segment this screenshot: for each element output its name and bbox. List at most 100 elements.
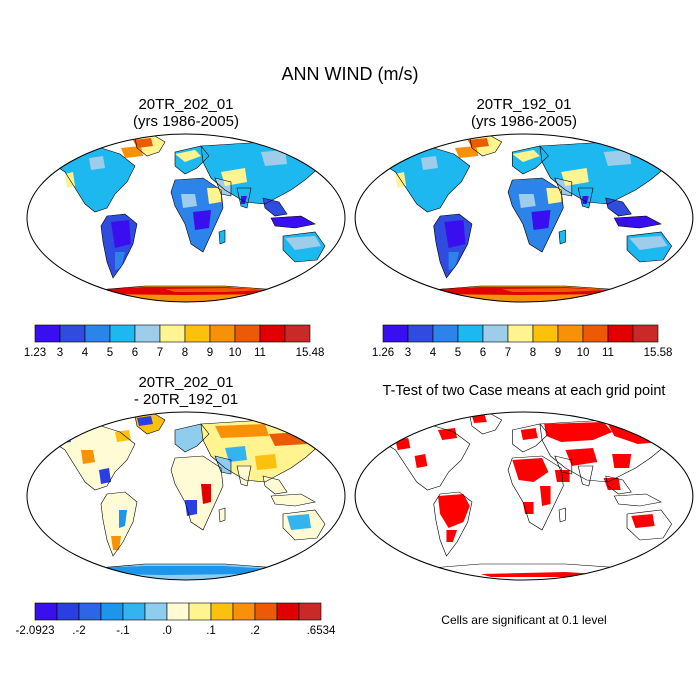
colorbar-label-7: 9 <box>555 347 561 359</box>
map-boundary <box>354 133 694 303</box>
continent-seasia <box>605 198 632 216</box>
colorbar-box-7 <box>209 324 236 343</box>
colorbar-label-3: 5 <box>455 347 461 359</box>
colorbar-label-9: 11 <box>254 347 266 359</box>
field-patch-13 <box>501 288 608 292</box>
coastline-samerica <box>433 491 473 557</box>
significant-cells-13 <box>603 478 621 490</box>
map-panel-ttest <box>354 411 694 581</box>
field-patch-0 <box>121 146 143 158</box>
field-patch-5 <box>448 252 460 270</box>
field-patch-1 <box>133 138 153 148</box>
colorbar-label-1: 3 <box>57 347 63 359</box>
field-patch-5 <box>115 252 125 270</box>
panel-3-case-a: 20TR_202_01 <box>138 374 234 391</box>
coastline-seasia <box>262 197 288 217</box>
field-patch-8 <box>193 210 211 230</box>
field-patch-15 <box>512 150 540 162</box>
coastline-samerica <box>100 491 138 557</box>
field-patch-9 <box>215 424 269 438</box>
colorbar-box-8 <box>234 324 261 343</box>
field-patch-4 <box>137 416 153 426</box>
colorbar-label-10: .2 <box>250 625 260 637</box>
colorbar-label-8: 10 <box>229 347 242 359</box>
colorbar-label-0: 1.26 <box>372 347 394 359</box>
coastline-seasia <box>605 197 632 217</box>
continent-seasia <box>263 476 287 494</box>
field-patch-3 <box>420 156 438 170</box>
field-patch-2 <box>99 468 111 484</box>
colorbar-box-0 <box>34 602 58 621</box>
coastline-seasia <box>605 475 632 495</box>
coastline-madagascar <box>218 229 226 245</box>
field-patch-4 <box>111 220 131 248</box>
field-patch-10 <box>603 150 632 166</box>
colorbar-label-4: 6 <box>132 347 138 359</box>
significant-cells-6 <box>512 458 549 482</box>
field-patch-6 <box>207 188 221 204</box>
coastline-australia <box>626 231 673 263</box>
field-patch-14 <box>285 236 321 250</box>
panel-1-years: (yrs 1986-2005) <box>133 113 239 130</box>
map-panel-case-202 <box>26 133 346 303</box>
coastline-indonesia <box>613 493 662 507</box>
colorbar-label-2: 4 <box>82 347 89 359</box>
significant-cells-0 <box>437 428 458 440</box>
colorbar-box-4 <box>134 324 161 343</box>
colorbar-box-0 <box>382 324 409 343</box>
colorbar-label-4: -.1 <box>116 625 129 637</box>
significant-cells-1 <box>395 438 411 450</box>
field-patch-1 <box>81 450 95 464</box>
field-patch-10 <box>261 150 287 166</box>
map-boundary <box>26 411 346 581</box>
colorbar-label-0: 1.23 <box>24 347 46 359</box>
significant-cells-2 <box>414 454 428 468</box>
field-patch-8 <box>531 210 551 230</box>
colorbar-box-4 <box>482 324 509 343</box>
colorbar-label-0: -2.0923 <box>15 625 54 637</box>
significant-cells-17 <box>480 572 598 577</box>
continent-madagascar <box>559 230 566 244</box>
colorbar-label-8: 10 <box>577 347 590 359</box>
significant-cells-12 <box>612 454 632 468</box>
colorbar-label-10: 15.58 <box>644 347 673 359</box>
field-patch-5 <box>119 510 127 528</box>
field-patch-0 <box>454 146 479 158</box>
panel-1-title: 20TR_202_01 (yrs 1986-2005) <box>25 96 347 130</box>
continent-newzealand <box>676 538 685 550</box>
continent-newzealand <box>330 260 337 272</box>
coastline-india <box>577 465 594 487</box>
field-patch-15 <box>175 150 201 162</box>
field-patch-7 <box>518 194 536 208</box>
coastline-india <box>236 187 252 209</box>
continent-madagascar <box>559 508 566 522</box>
continent-madagascar <box>219 230 225 244</box>
colorbar-box-1 <box>59 324 86 343</box>
field-patch-7 <box>201 484 211 504</box>
coastline-arabia <box>554 455 573 475</box>
colorbar-label-12: .6534 <box>307 625 336 637</box>
coastline-australia <box>282 509 326 541</box>
coastline-arabia <box>214 455 232 475</box>
continent-madagascar <box>219 508 225 522</box>
colorbar-box-9 <box>607 324 634 343</box>
continent-europe <box>175 424 209 452</box>
coastline-newzealand <box>329 537 338 551</box>
map-panel-case-192 <box>354 133 694 303</box>
colorbar-box-12 <box>298 602 322 621</box>
coastline-africa <box>170 177 224 253</box>
significant-cells-4 <box>437 494 470 528</box>
field-patch-4 <box>444 220 466 248</box>
colorbar-label-6: .0 <box>162 625 172 637</box>
field-patch-6 <box>111 536 121 550</box>
colorbar-box-8 <box>582 324 609 343</box>
colorbar-box-6 <box>532 324 559 343</box>
colorbar-box-11 <box>276 602 300 621</box>
colorbar-box-0 <box>34 324 61 343</box>
field-patch-11 <box>225 446 247 462</box>
colorbar-label-2: .-2 <box>72 625 85 637</box>
significant-cells-14 <box>631 514 655 528</box>
field-patch-10 <box>269 432 307 446</box>
colorbar-box-9 <box>259 324 286 343</box>
field-patch-7 <box>181 194 197 208</box>
